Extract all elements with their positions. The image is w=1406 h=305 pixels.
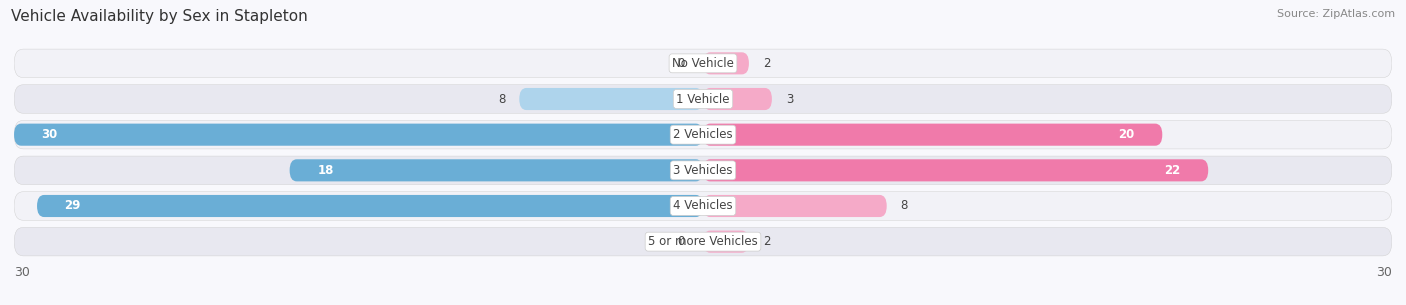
Text: 30: 30 [1376, 266, 1392, 279]
Text: 0: 0 [678, 57, 685, 70]
Text: 8: 8 [498, 92, 506, 106]
FancyBboxPatch shape [14, 228, 1392, 256]
Text: 18: 18 [318, 164, 333, 177]
Text: 30: 30 [14, 266, 30, 279]
Text: 2: 2 [762, 57, 770, 70]
Text: 20: 20 [1119, 128, 1135, 141]
Text: 8: 8 [900, 199, 908, 213]
FancyBboxPatch shape [519, 88, 703, 110]
FancyBboxPatch shape [14, 124, 703, 146]
Text: 1 Vehicle: 1 Vehicle [676, 92, 730, 106]
FancyBboxPatch shape [14, 85, 1392, 113]
FancyBboxPatch shape [14, 156, 1392, 185]
FancyBboxPatch shape [703, 231, 749, 253]
Text: 22: 22 [1164, 164, 1181, 177]
FancyBboxPatch shape [37, 195, 703, 217]
FancyBboxPatch shape [14, 192, 1392, 220]
Text: 30: 30 [42, 128, 58, 141]
Text: 3: 3 [786, 92, 793, 106]
FancyBboxPatch shape [703, 159, 1208, 181]
Text: 29: 29 [65, 199, 82, 213]
Text: Vehicle Availability by Sex in Stapleton: Vehicle Availability by Sex in Stapleton [11, 9, 308, 24]
Text: 0: 0 [678, 235, 685, 248]
Text: 5 or more Vehicles: 5 or more Vehicles [648, 235, 758, 248]
FancyBboxPatch shape [703, 88, 772, 110]
FancyBboxPatch shape [703, 52, 749, 74]
FancyBboxPatch shape [703, 124, 1163, 146]
FancyBboxPatch shape [14, 49, 1392, 77]
FancyBboxPatch shape [290, 159, 703, 181]
Text: 2 Vehicles: 2 Vehicles [673, 128, 733, 141]
FancyBboxPatch shape [703, 195, 887, 217]
FancyBboxPatch shape [14, 120, 1392, 149]
Text: No Vehicle: No Vehicle [672, 57, 734, 70]
Text: 4 Vehicles: 4 Vehicles [673, 199, 733, 213]
Text: 3 Vehicles: 3 Vehicles [673, 164, 733, 177]
Text: Source: ZipAtlas.com: Source: ZipAtlas.com [1277, 9, 1395, 19]
Text: 2: 2 [762, 235, 770, 248]
